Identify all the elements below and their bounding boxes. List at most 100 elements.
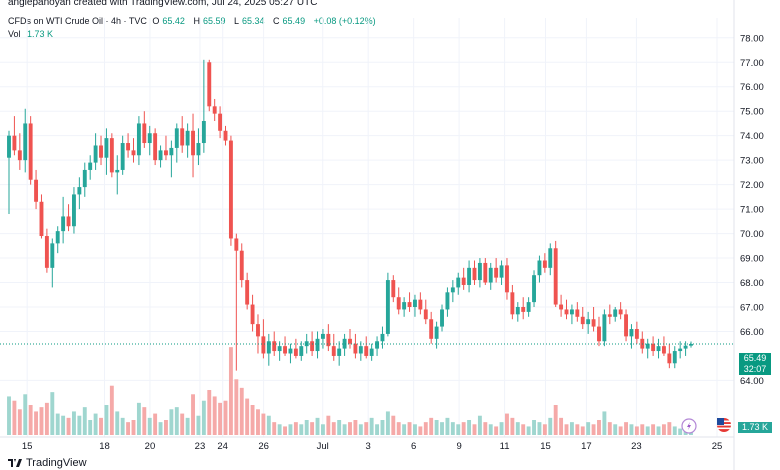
candle-body — [245, 280, 250, 305]
volume-bar — [407, 422, 412, 435]
last-price-value: 65.49 — [743, 353, 767, 363]
volume-bar — [88, 420, 93, 435]
volume-bar — [212, 396, 217, 435]
volume-bar — [304, 420, 309, 435]
volume-bar — [66, 417, 71, 435]
volume-bar — [559, 417, 564, 435]
volume-bar — [651, 424, 656, 435]
candle-body — [369, 348, 374, 356]
low-value: L 65.34 — [233, 16, 265, 26]
candle-body — [315, 338, 320, 352]
volume-bar — [272, 422, 277, 435]
volume-value: 1.73 K — [27, 29, 54, 39]
candle-body — [667, 353, 672, 364]
volume-bar — [169, 409, 174, 435]
volume-bar — [337, 420, 342, 435]
price-axis[interactable]: 78.00 77.00 76.00 75.00 74.00 73.00 72.00 71.00… — [740, 33, 764, 387]
candle-body — [180, 128, 185, 146]
candle-body — [569, 309, 574, 315]
candle-body — [532, 275, 536, 303]
volume-bar — [39, 407, 44, 435]
volume-bar — [34, 411, 39, 435]
candle-body — [564, 309, 569, 315]
tradingview-logo[interactable]: TradingView — [8, 457, 87, 469]
change-value: +0.08 (+0.12%) — [313, 16, 376, 26]
open-value: O 65.42 — [152, 16, 185, 26]
volume-bar — [228, 347, 233, 435]
candle-body — [380, 333, 385, 342]
candle-body — [358, 346, 363, 354]
candle-body — [82, 169, 87, 188]
candle-body — [256, 324, 260, 337]
volume-bar — [185, 417, 190, 435]
price-tick: 69.00 — [740, 254, 764, 265]
volume-bar — [672, 426, 677, 435]
volume-bar — [348, 422, 352, 435]
volume-bar — [537, 422, 542, 435]
volume-bar — [494, 426, 499, 435]
candle-body — [607, 314, 612, 317]
symbol-title[interactable]: CFDs on WTI Crude Oil · 4h · TVC — [8, 16, 147, 26]
us-flag-icon[interactable] — [717, 418, 731, 432]
volume-bar — [93, 413, 98, 435]
price-tick: 77.00 — [740, 58, 764, 69]
volume-bar — [17, 409, 22, 435]
candle-body — [391, 280, 396, 298]
volume-bar — [618, 426, 623, 435]
candle-body — [505, 265, 509, 293]
volume-bar — [629, 424, 634, 435]
candle-body — [467, 267, 472, 285]
candle-body — [142, 123, 147, 144]
time-axis[interactable]: 15 18 20 23 24 26 Jul 3 6 9 11 15 17 23 25 — [22, 441, 722, 452]
candle-body — [385, 280, 390, 334]
volume-bar — [385, 411, 390, 435]
volume-bar — [429, 417, 434, 435]
candle-body — [553, 248, 558, 305]
candle-body — [434, 326, 439, 339]
volume-tag: 1.73 K — [738, 422, 772, 433]
candle-body — [634, 329, 639, 339]
candle-body — [185, 130, 190, 146]
volume-bar — [488, 424, 493, 435]
volume-bar — [115, 411, 120, 435]
candle-body — [77, 187, 82, 195]
candle-body — [169, 147, 174, 156]
candle-body — [353, 343, 358, 354]
candle-body — [136, 123, 141, 156]
candle-body — [310, 341, 315, 352]
volume-bar — [310, 422, 315, 435]
candle-body — [656, 346, 661, 352]
candle-body — [483, 262, 488, 283]
lightning-icon[interactable] — [681, 418, 697, 434]
candle-body — [115, 169, 120, 173]
volume-bar — [12, 400, 17, 435]
high-value: H 65.59 — [193, 16, 226, 26]
volume-bar — [656, 426, 661, 435]
volume-bar — [505, 413, 509, 435]
volume-bar — [223, 400, 228, 435]
volume-bar — [634, 426, 639, 435]
candle-body — [223, 130, 228, 141]
volume-bar — [55, 413, 60, 435]
volume-bar — [418, 426, 423, 435]
volume-bar — [131, 420, 136, 435]
volume-bar — [624, 422, 628, 435]
candle-body — [120, 143, 125, 170]
candle-body — [407, 302, 412, 307]
volume-bar — [120, 417, 125, 435]
volume-bar — [499, 422, 504, 435]
time-tick: 20 — [145, 441, 156, 452]
volume-bar — [678, 428, 683, 435]
candle-body — [283, 346, 287, 354]
candle-body — [602, 314, 607, 342]
candle-body — [337, 348, 342, 356]
volume-bar — [564, 424, 569, 435]
volume-bar — [445, 417, 450, 435]
candle-body — [212, 106, 217, 114]
volume-bar — [147, 417, 152, 435]
volume-bar — [142, 407, 147, 435]
time-tick: 25 — [712, 441, 723, 452]
candle-body — [12, 135, 17, 151]
candle-body — [348, 338, 352, 344]
